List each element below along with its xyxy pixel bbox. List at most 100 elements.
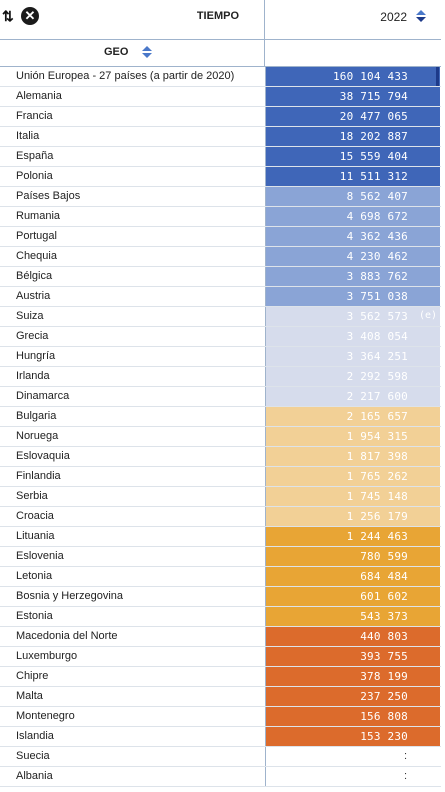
value-cell[interactable]: 1 817 398 [266,447,440,466]
column-divider [265,407,266,426]
value-cell[interactable]: 4 698 672 [266,207,440,226]
table-row[interactable]: Islandia 153 230 [0,727,441,747]
row-value: 18 202 887 [339,130,408,143]
column-divider [265,507,266,526]
table-row[interactable]: Luxemburgo 393 755 [0,647,441,667]
geo-sort-icon[interactable] [141,46,153,60]
column-divider [265,547,266,566]
table-row[interactable]: Portugal 4 362 436 [0,227,441,247]
table-row[interactable]: Eslovaquia 1 817 398 [0,447,441,467]
column-divider [265,527,266,546]
table-row[interactable]: Suiza 3 562 573 (e) [0,307,441,327]
value-cell[interactable]: 18 202 887 [266,127,440,146]
table-row[interactable]: Estonia 543 373 [0,607,441,627]
value-cell[interactable]: 8 562 407 [266,187,440,206]
table-row[interactable]: Noruega 1 954 315 [0,427,441,447]
row-country-label: Malta [16,690,43,702]
table-row[interactable]: Unión Europea - 27 países (a partir de 2… [0,67,441,87]
time-dimension-label[interactable]: TIEMPO [196,10,239,22]
value-cell[interactable]: 15 559 404 [266,147,440,166]
table-row[interactable]: Bulgaria 2 165 657 [0,407,441,427]
row-value: 4 362 436 [346,230,408,243]
table-row[interactable]: Rumania 4 698 672 [0,207,441,227]
value-cell[interactable]: 20 477 065 [266,107,440,126]
row-value: 2 217 600 [346,390,408,403]
value-cell[interactable]: 1 745 148 [266,487,440,506]
table-row[interactable]: Bélgica 3 883 762 [0,267,441,287]
row-country-label: Macedonia del Norte [16,630,118,642]
value-cell[interactable]: 684 484 [266,567,440,586]
table-row[interactable]: Grecia 3 408 054 [0,327,441,347]
table-row[interactable]: Eslovenia 780 599 [0,547,441,567]
value-cell[interactable]: 378 199 [266,667,440,686]
value-cell[interactable]: 11 511 312 [266,167,440,186]
table-row[interactable]: Bosnia y Herzegovina 601 602 [0,587,441,607]
table-row[interactable]: Lituania 1 244 463 [0,527,441,547]
table-row[interactable]: Alemania 38 715 794 [0,87,441,107]
geo-dimension-label[interactable]: GEO [104,46,129,58]
table-row[interactable]: Croacia 1 256 179 [0,507,441,527]
value-cell[interactable]: 237 250 [266,687,440,706]
column-divider [265,367,266,386]
row-value: 20 477 065 [339,110,408,123]
table-row[interactable]: Francia 20 477 065 [0,107,441,127]
row-country-label: Polonia [16,170,53,182]
column-divider [265,167,266,186]
year-label[interactable]: 2022 [380,10,407,24]
value-cell[interactable]: 1 256 179 [266,507,440,526]
row-country-label: Alemania [16,90,62,102]
value-cell[interactable]: 4 230 462 [266,247,440,266]
close-icon[interactable]: ✕ [21,7,39,25]
table-row[interactable]: Montenegro 156 808 [0,707,441,727]
value-cell[interactable]: 3 883 762 [266,267,440,286]
value-cell[interactable]: 3 408 054 [266,327,440,346]
value-cell[interactable]: : [266,767,440,786]
table-row[interactable]: Macedonia del Norte 440 803 [0,627,441,647]
table-row[interactable]: Letonia 684 484 [0,567,441,587]
value-cell[interactable]: 156 808 [266,707,440,726]
table-row[interactable]: Finlandia 1 765 262 [0,467,441,487]
table-row[interactable]: Malta 237 250 [0,687,441,707]
table-row[interactable]: Austria 3 751 038 [0,287,441,307]
value-cell[interactable]: 2 292 598 [266,367,440,386]
value-cell[interactable]: 2 165 657 [266,407,440,426]
value-cell[interactable]: 393 755 [266,647,440,666]
row-country-label: Montenegro [16,710,75,722]
value-cell[interactable]: 780 599 [266,547,440,566]
value-cell[interactable]: 440 803 [266,627,440,646]
value-cell[interactable]: : [266,747,440,766]
value-cell[interactable]: 1 954 315 [266,427,440,446]
value-cell[interactable]: 3 364 251 [266,347,440,366]
value-cell[interactable]: 543 373 [266,607,440,626]
value-cell[interactable]: 601 602 [266,587,440,606]
value-cell[interactable]: 1 765 262 [266,467,440,486]
value-cell[interactable]: 1 244 463 [266,527,440,546]
row-country-label: Lituania [16,530,55,542]
year-sort-icon[interactable] [415,10,427,24]
table-row[interactable]: Chequia 4 230 462 [0,247,441,267]
row-value: 378 199 [360,670,408,683]
row-country-label: Suecia [16,750,50,762]
value-cell[interactable]: 38 715 794 [266,87,440,106]
value-cell[interactable]: 3 751 038 [266,287,440,306]
table-row[interactable]: Serbia 1 745 148 [0,487,441,507]
table-row[interactable]: Italia 18 202 887 [0,127,441,147]
table-row[interactable]: Dinamarca 2 217 600 [0,387,441,407]
table-row[interactable]: Países Bajos 8 562 407 [0,187,441,207]
column-divider [265,607,266,626]
table-row[interactable]: Polonia 11 511 312 [0,167,441,187]
value-cell[interactable]: 2 217 600 [266,387,440,406]
row-country-label: Eslovenia [16,550,64,562]
swap-axes-icon[interactable]: ⇅ [2,8,14,24]
table-row[interactable]: España 15 559 404 [0,147,441,167]
table-row[interactable]: Hungría 3 364 251 [0,347,441,367]
table-row[interactable]: Chipre 378 199 [0,667,441,687]
table-row[interactable]: Suecia: [0,747,441,767]
value-cell[interactable]: 3 562 573 (e) [266,307,440,326]
row-value: 601 602 [360,590,408,603]
value-cell[interactable]: 160 104 433 [266,67,440,86]
table-row[interactable]: Irlanda 2 292 598 [0,367,441,387]
table-row[interactable]: Albania: [0,767,441,787]
value-cell[interactable]: 4 362 436 [266,227,440,246]
value-cell[interactable]: 153 230 [266,727,440,746]
